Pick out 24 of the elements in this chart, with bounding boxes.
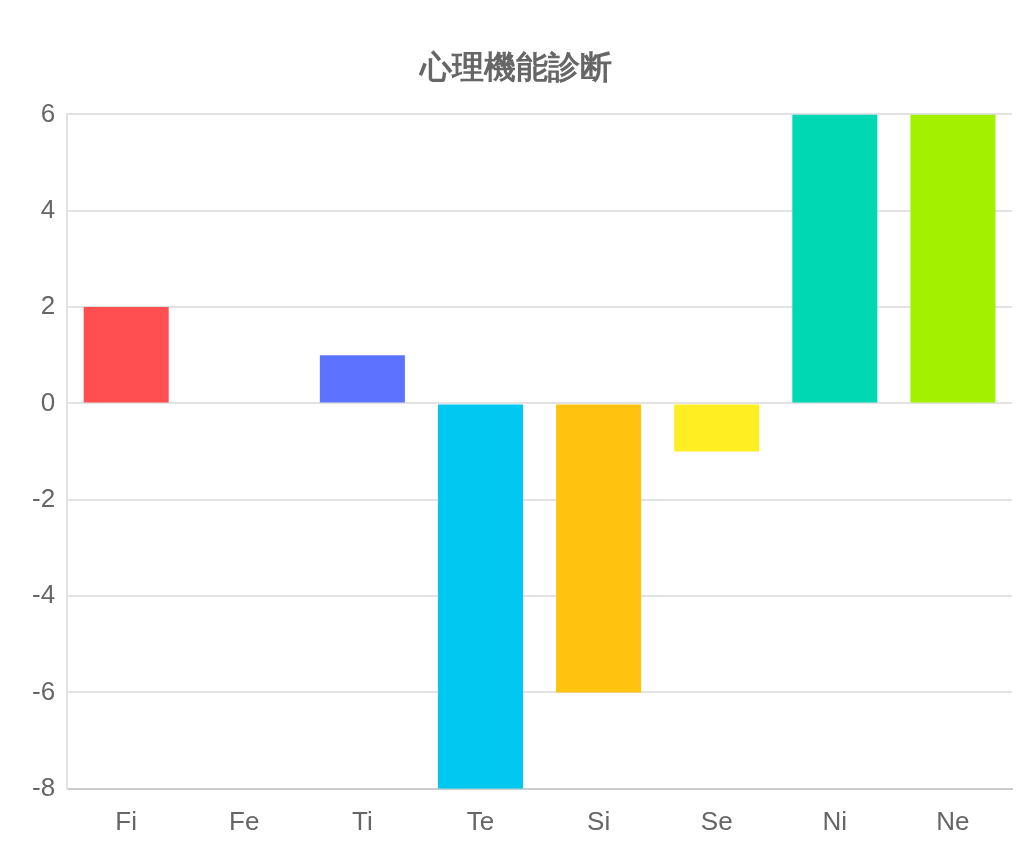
y-tick-label: 0: [40, 386, 56, 417]
bar: [437, 404, 524, 789]
bar: [674, 404, 760, 452]
bar: [910, 114, 996, 403]
bar: [319, 355, 405, 403]
y-tick-label: -6: [31, 675, 56, 706]
x-tick-label: Ti: [352, 805, 373, 836]
bar: [83, 307, 169, 403]
bar: [556, 404, 642, 693]
y-tick-label: -2: [31, 482, 56, 513]
y-tick-label: -8: [31, 771, 56, 802]
x-tick-label: Se: [700, 805, 733, 836]
x-tick-label: Fe: [229, 805, 260, 836]
y-tick-label: 6: [40, 97, 56, 128]
bar: [792, 114, 878, 403]
y-tick-label: 2: [40, 290, 56, 321]
x-tick-label: Si: [587, 805, 611, 836]
x-tick-label: Te: [466, 805, 495, 836]
y-tick-label: -4: [31, 579, 56, 610]
x-tick-label: Ni: [822, 805, 848, 836]
chart-title: 心理機能診断: [418, 49, 612, 86]
x-tick-label: Ne: [936, 805, 970, 836]
y-tick-label: 4: [40, 193, 56, 224]
x-tick-label: Fi: [115, 805, 138, 836]
